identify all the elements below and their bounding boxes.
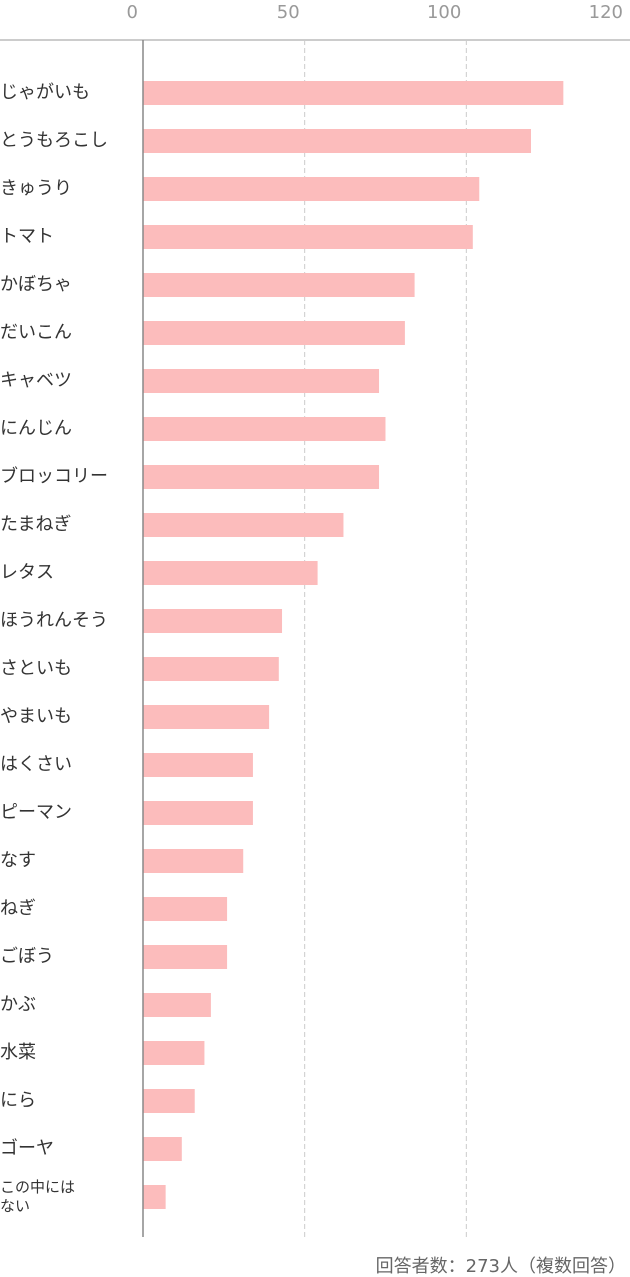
x-tick-label: 120 (588, 2, 623, 23)
y-tick-label: ピーマン (0, 802, 72, 823)
bar (143, 129, 531, 153)
bar (143, 801, 253, 825)
bar (143, 1089, 195, 1113)
y-tick-label: やまいも (0, 706, 72, 727)
y-tick-label: だいこん (0, 322, 72, 343)
y-tick-label: はくさい (0, 754, 72, 775)
bar (143, 705, 270, 729)
y-tick-label: ねぎ (0, 898, 36, 919)
bar (143, 177, 480, 201)
bar (143, 609, 283, 633)
y-tick-label: レタス (0, 562, 54, 583)
y-tick-label: にら (0, 1090, 36, 1111)
y-tick-label: にんじん (0, 418, 72, 439)
bar (143, 1041, 205, 1065)
bar (143, 897, 228, 921)
bar (143, 81, 564, 105)
x-tick-label: 100 (426, 2, 462, 23)
bar (143, 321, 405, 345)
y-tick-label: かぼちゃ (0, 274, 72, 295)
y-tick-label: ほうれんそう (0, 610, 108, 631)
y-tick-label: トマト (0, 226, 54, 247)
bar (143, 561, 318, 585)
bar (143, 945, 228, 969)
y-tick-label: かぶ (0, 994, 36, 1015)
x-tick-label: 0 (126, 2, 138, 23)
bar (143, 225, 473, 249)
x-tick-label: 50 (276, 2, 300, 23)
bar (143, 1137, 182, 1161)
bar (143, 465, 380, 489)
bar (143, 273, 415, 297)
bar (143, 417, 386, 441)
y-tick-label: とうもろこし (0, 130, 108, 151)
y-tick-label: この中には ない (0, 1178, 76, 1215)
y-tick-label: たまねぎ (0, 514, 72, 535)
y-tick-label: なす (0, 850, 36, 871)
y-tick-label: ゴーヤ (0, 1138, 54, 1159)
bar (143, 1185, 166, 1209)
note: 回答者数：273人（複数回答） (375, 1256, 626, 1277)
bar (143, 369, 380, 393)
y-tick-label: キャベツ (0, 370, 72, 391)
y-tick-label: ブロッコリー (0, 466, 108, 487)
bar (143, 993, 211, 1017)
y-tick-label: ごぼう (0, 946, 54, 967)
y-tick-label: さといも (0, 658, 72, 679)
y-tick-label: きゅうり (0, 178, 72, 199)
bar (143, 753, 253, 777)
y-tick-label: じゃがいも (0, 82, 90, 103)
bar (143, 513, 344, 537)
y-tick-label: 水菜 (0, 1042, 36, 1063)
bar (143, 849, 244, 873)
bar (143, 657, 279, 681)
